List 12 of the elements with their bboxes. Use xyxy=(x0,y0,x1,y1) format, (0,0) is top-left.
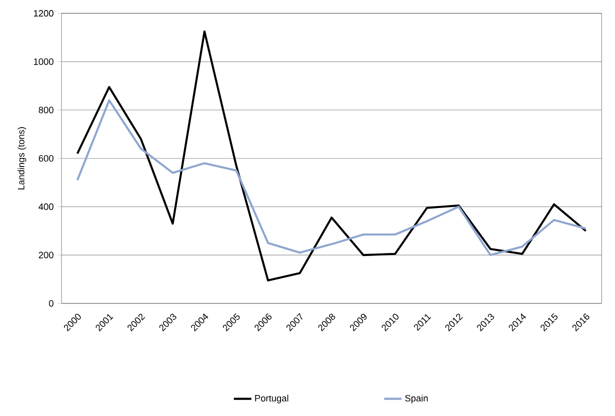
y-tick-label: 600 xyxy=(38,155,54,162)
y-axis-title: Landings (tons) xyxy=(18,127,26,190)
y-tick-label: 200 xyxy=(38,252,54,258)
y-tick-label: 1000 xyxy=(34,58,54,65)
y-tick-label: 800 xyxy=(38,106,54,114)
legend-label: Spain xyxy=(405,394,428,404)
line-series xyxy=(76,30,587,282)
line-series xyxy=(76,99,587,256)
y-tick-label: 1200 xyxy=(34,10,54,17)
y-tick-label: 0 xyxy=(49,300,54,307)
y-tick-label: 400 xyxy=(38,203,54,210)
legend-label: Portugal xyxy=(255,394,288,404)
